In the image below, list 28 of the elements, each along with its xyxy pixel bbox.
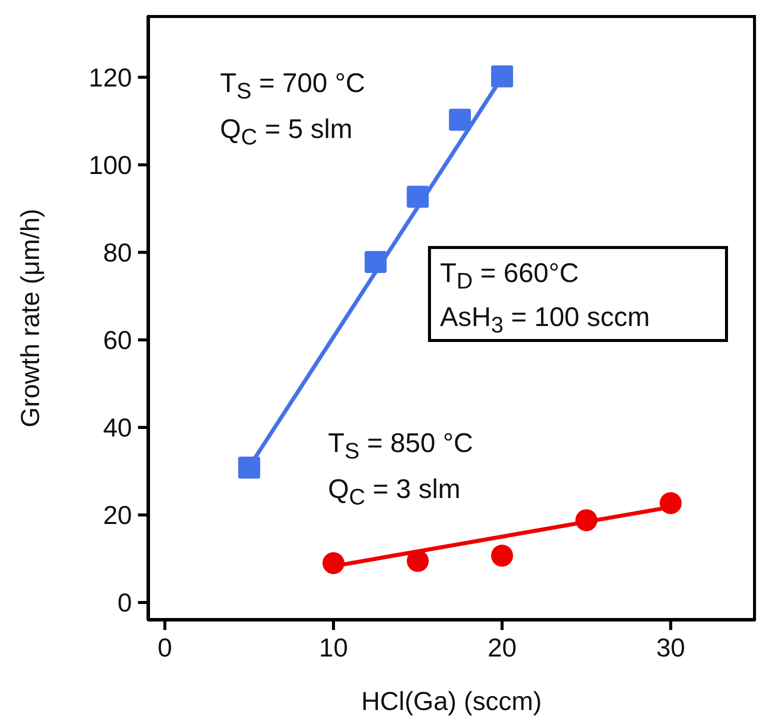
point: [406, 186, 429, 208]
annotation: T$_{S}$ = 850 °C: [328, 427, 474, 466]
y-tick-label: 60: [103, 325, 132, 356]
point: [238, 456, 260, 479]
point: [660, 492, 682, 514]
x-tick-label: 20: [488, 632, 517, 662]
y-tick-label: 100: [88, 150, 132, 180]
x-tick-label: 0: [158, 632, 172, 662]
annotation: Q$_{C}$ = 5 slm: [220, 113, 353, 152]
y-tick-label: 120: [88, 62, 132, 93]
annotation: T$_{D}$ = 660°C: [440, 257, 579, 296]
point: [364, 250, 387, 273]
annotation: T$_{S}$ = 700 °C: [220, 67, 366, 106]
point: [491, 65, 514, 88]
x-axis-title: HCl(Ga) (sccm): [361, 686, 542, 716]
x-tick-label: 10: [319, 632, 348, 662]
annotation: Q$_{C}$ = 3 slm: [328, 473, 461, 512]
y-tick-label: 0: [118, 588, 132, 618]
y-tick-label: 20: [103, 500, 132, 530]
point: [448, 108, 471, 131]
annotation: AsH$_{3}$ = 100 sccm: [440, 301, 650, 340]
y-axis-title: Growth rate (μm/h): [15, 208, 46, 428]
point: [491, 544, 514, 567]
point: [575, 509, 598, 532]
point: [322, 552, 344, 574]
y-tick-label: 40: [103, 412, 132, 443]
y-tick-label: 80: [103, 238, 132, 268]
x-tick-label: 30: [656, 632, 686, 662]
